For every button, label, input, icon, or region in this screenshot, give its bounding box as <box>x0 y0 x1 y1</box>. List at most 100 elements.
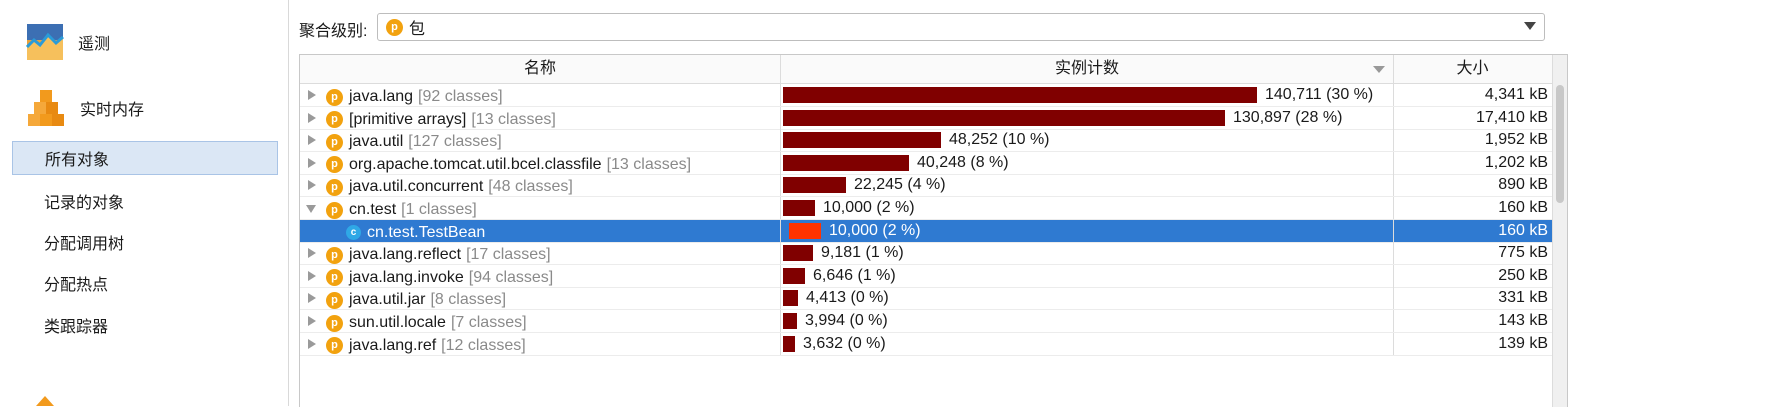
scrollbar-thumb[interactable] <box>1556 85 1564 203</box>
table-row[interactable]: p java.util [127 classes] 48,252 (10 %) 1,95… <box>300 129 1552 153</box>
instance-count-cell: 3,994 (0 %) <box>781 310 1394 332</box>
expand-toggle-icon[interactable] <box>308 90 316 100</box>
vertical-scrollbar[interactable] <box>1552 55 1567 407</box>
instance-count-bar <box>783 154 909 171</box>
expand-toggle-icon[interactable] <box>308 180 316 191</box>
table-row[interactable]: p sun.util.locale [7 classes] 3,994 (0 %) 14… <box>300 310 1552 333</box>
instance-count-label: 130,897 (28 %) <box>1233 108 1343 126</box>
package-icon: p <box>326 178 343 196</box>
instance-count-bar <box>783 245 813 262</box>
header-name[interactable]: 名称 <box>300 55 781 83</box>
name-cell: p [primitive arrays] [13 classes] <box>300 106 781 129</box>
instance-count-label: 3,994 (0 %) <box>805 312 888 329</box>
instance-count-cell: 6,646 (1 %) <box>781 264 1394 287</box>
table-row[interactable]: p java.util.concurrent [48 classes] 22,245 … <box>300 174 1552 198</box>
instance-count-label: 48,252 (10 %) <box>949 131 1050 149</box>
row-name: java.lang.reflect <box>349 246 462 264</box>
row-class-count: [127 classes] <box>408 133 502 151</box>
row-class-count: [17 classes] <box>466 246 551 264</box>
sidebar: 遥测 实时内存 所有对象 记录的对象 分配调用树 分配热点 类跟踪器 <box>0 0 289 406</box>
table-row[interactable]: p cn.test [1 classes] 10,000 (2 %) 160 kB <box>300 197 1552 220</box>
name-cell: p java.lang.reflect [17 classes] <box>300 242 781 265</box>
instance-count-cell: 3,632 (0 %) <box>781 332 1394 355</box>
package-icon: p <box>326 133 343 151</box>
name-cell: p java.util.concurrent [48 classes] <box>300 174 781 197</box>
size-cell: 143 kB <box>1498 312 1548 329</box>
row-name: java.util <box>349 133 404 151</box>
table-row[interactable]: p java.lang.reflect [17 classes] 9,181 (1 %… <box>300 242 1552 266</box>
telemetry-label: 遥测 <box>78 36 111 53</box>
package-icon: p <box>326 201 343 219</box>
instance-count-label: 10,000 (2 %) <box>829 221 921 239</box>
telemetry-icon <box>26 24 64 60</box>
table-row[interactable]: p java.lang.invoke [94 classes] 6,646 (1 %)… <box>300 264 1552 288</box>
nav-allocation-call-tree[interactable]: 分配调用树 <box>44 236 125 253</box>
row-class-count: [13 classes] <box>606 155 692 173</box>
instance-count-cell: 130,897 (28 %) <box>781 106 1394 129</box>
name-cell: p java.lang.invoke [94 classes] <box>300 264 781 287</box>
table-header: 名称 实例计数 大小 <box>300 55 1552 84</box>
row-name: java.lang <box>349 88 414 105</box>
aggregation-value: 包 <box>409 21 426 38</box>
row-class-count: [13 classes] <box>471 110 556 128</box>
nav-all-objects[interactable]: 所有对象 <box>12 141 278 175</box>
size-cell: 331 kB <box>1498 289 1548 307</box>
package-icon: p <box>326 269 343 287</box>
expand-toggle-icon[interactable] <box>308 112 316 123</box>
package-icon: p <box>326 314 343 332</box>
instance-count-cell: 9,181 (1 %) <box>781 242 1394 265</box>
row-class-count: [7 classes] <box>450 314 527 331</box>
package-icon: p <box>326 337 343 355</box>
size-cell: 775 kB <box>1498 244 1548 262</box>
row-class-count: [92 classes] <box>418 88 503 105</box>
instance-count-bar <box>789 222 821 239</box>
row-name: sun.util.locale <box>349 314 446 331</box>
aggregation-label: 聚合级别: <box>299 23 368 40</box>
row-name: org.apache.tomcat.util.bcel.classfile <box>349 155 602 173</box>
nav-allocation-hot-spots[interactable]: 分配热点 <box>44 277 109 294</box>
expand-toggle-icon[interactable] <box>308 135 316 146</box>
nav-class-tracker[interactable]: 类跟踪器 <box>44 319 109 336</box>
package-icon: p <box>326 88 343 106</box>
aggregation-select[interactable]: p 包 <box>377 13 1545 41</box>
live-memory-section[interactable]: 实时内存 <box>26 86 144 130</box>
instance-count-cell: 48,252 (10 %) <box>781 129 1394 152</box>
instance-count-bar <box>783 290 798 307</box>
instance-count-label: 3,632 (0 %) <box>803 334 886 352</box>
instance-count-bar <box>783 313 797 329</box>
expand-toggle-icon[interactable] <box>308 338 316 349</box>
table-row[interactable]: c cn.test.TestBean 10,000 (2 %) 160 kB <box>300 219 1552 243</box>
collapse-toggle-icon[interactable] <box>306 205 316 213</box>
telemetry-section[interactable]: 遥测 <box>26 20 110 64</box>
instance-count-label: 10,000 (2 %) <box>823 199 915 216</box>
table-row[interactable]: p java.lang [92 classes] 140,711 (30 %) 4,34… <box>300 84 1552 107</box>
expand-toggle-icon[interactable] <box>308 293 316 304</box>
instance-count-cell: 22,245 (4 %) <box>781 174 1394 197</box>
table-row[interactable]: p java.lang.ref [12 classes] 3,632 (0 %) 139… <box>300 332 1552 356</box>
instance-count-bar <box>783 200 815 216</box>
row-name: [primitive arrays] <box>349 110 467 128</box>
header-size[interactable]: 大小 <box>1456 60 1489 77</box>
size-cell: 160 kB <box>1498 199 1548 216</box>
instance-count-bar <box>783 335 795 352</box>
nav-recorded-objects[interactable]: 记录的对象 <box>44 195 125 212</box>
objects-table: 名称 实例计数 大小 p java.lang [92 classes] 140,711… <box>299 54 1568 407</box>
row-name: cn.test.TestBean <box>367 223 486 241</box>
name-cell: c cn.test.TestBean <box>300 219 781 242</box>
instance-count-cell: 10,000 (2 %) <box>781 197 1394 219</box>
name-cell: p java.lang.ref [12 classes] <box>300 332 781 355</box>
instance-count-bar <box>783 132 941 149</box>
name-cell: p org.apache.tomcat.util.bcel.classfile [1… <box>300 151 781 174</box>
table-row[interactable]: p org.apache.tomcat.util.bcel.classfile [1… <box>300 151 1552 175</box>
instance-count-label: 40,248 (8 %) <box>917 153 1009 171</box>
instance-count-cell: 40,248 (8 %) <box>781 151 1394 174</box>
expand-toggle-icon[interactable] <box>308 248 316 259</box>
expand-toggle-icon[interactable] <box>308 316 316 326</box>
table-row[interactable]: p [primitive arrays] [13 classes] 130,897 (… <box>300 106 1552 130</box>
package-icon: p <box>326 156 343 174</box>
table-row[interactable]: p java.util.jar [8 classes] 4,413 (0 %) 331 … <box>300 287 1552 311</box>
expand-toggle-icon[interactable] <box>308 270 316 281</box>
header-instance-count[interactable]: 实例计数 <box>781 55 1394 83</box>
expand-toggle-icon[interactable] <box>308 157 316 168</box>
row-class-count: [1 classes] <box>401 201 477 218</box>
